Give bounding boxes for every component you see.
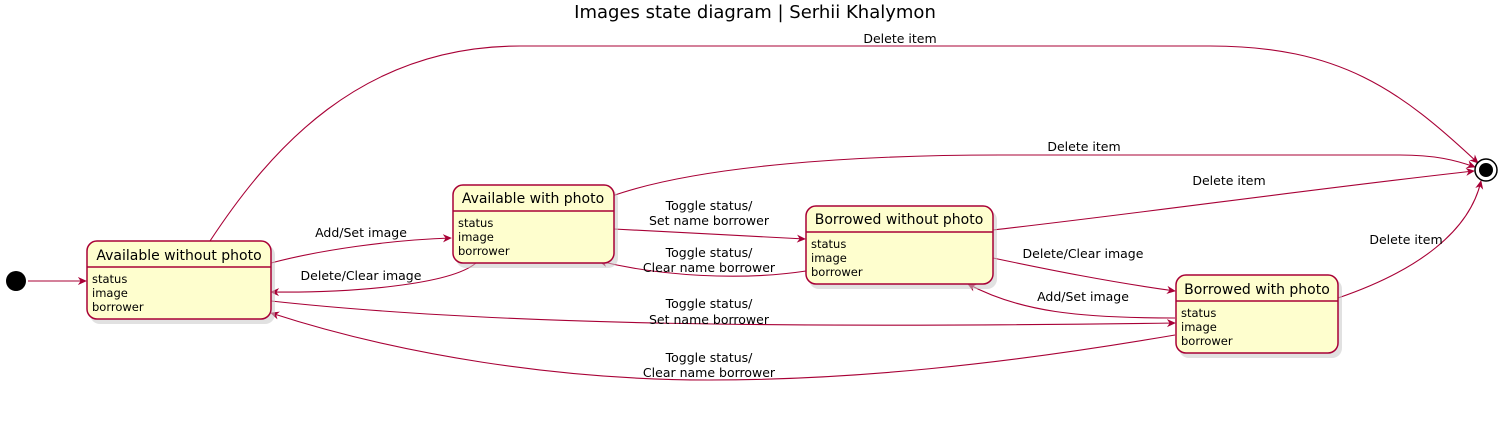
state-field-borrower: borrower <box>1181 334 1233 348</box>
edge-label-bw-to-awp-2: Clear name borrower <box>643 365 776 380</box>
edge-label-bw-to-awp-1: Toggle status/ <box>665 350 754 365</box>
edge-label-bw-to-bwp: Add/Set image <box>1037 289 1129 304</box>
edge-label-aw-to-bwp-1: Toggle status/ <box>665 198 754 213</box>
edge-label-awp-to-bw-2: Set name borrower <box>649 312 770 327</box>
state-field-status: status <box>811 237 846 251</box>
state-field-borrower: borrower <box>92 300 144 314</box>
edge-bwp-to-bw <box>992 257 1176 294</box>
state-available-with-photo: Available with photo status image borrow… <box>452 184 618 268</box>
state-name: Available with photo <box>462 191 604 207</box>
edge-awp-to-aw <box>270 234 452 264</box>
edge-awp-to-end <box>209 45 1479 242</box>
state-field-borrower: borrower <box>811 265 863 279</box>
initial-state-node <box>6 271 26 291</box>
state-name: Borrowed with photo <box>1184 282 1330 298</box>
state-name: Borrowed without photo <box>815 212 984 228</box>
state-field-image: image <box>458 230 494 244</box>
edge-label-bwp-to-aw-1: Toggle status/ <box>665 245 754 260</box>
edge-bwp-to-aw <box>598 258 807 277</box>
edge-label-awp-to-end: Delete item <box>863 31 936 46</box>
state-field-image: image <box>1181 320 1217 334</box>
state-field-status: status <box>458 216 493 230</box>
edge-label-bw-to-end: Delete item <box>1369 232 1442 247</box>
edge-label-awp-to-aw: Add/Set image <box>315 225 407 240</box>
edge-awp-to-bw <box>270 300 1176 328</box>
edge-label-aw-to-bwp-2: Set name borrower <box>649 213 770 228</box>
final-state-node <box>1474 158 1498 182</box>
edge-label-bwp-to-aw-2: Clear name borrower <box>643 260 776 275</box>
edge-label-bwp-to-end: Delete item <box>1192 173 1265 188</box>
edge-bw-to-end <box>1337 180 1484 299</box>
edge-bw-to-awp <box>270 311 1176 381</box>
state-available-without-photo: Available without photo status image bor… <box>86 240 275 324</box>
transitions: Delete item Delete item Delete item Dele… <box>28 31 1484 381</box>
diagram-title: Images state diagram | Serhii Khalymon <box>574 2 936 23</box>
edge-bwp-to-end <box>992 167 1475 231</box>
state-name: Available without photo <box>96 248 261 264</box>
edge-label-awp-to-bw-1: Toggle status/ <box>665 296 754 311</box>
state-field-status: status <box>1181 306 1216 320</box>
edge-label-aw-to-end: Delete item <box>1047 139 1120 154</box>
edge-aw-to-end <box>611 154 1476 197</box>
state-field-status: status <box>92 272 127 286</box>
state-field-image: image <box>811 251 847 265</box>
edge-aw-to-awp <box>270 262 477 297</box>
edge-bw-to-bwp <box>967 283 1176 319</box>
edge-aw-to-bwp <box>613 228 806 243</box>
edge-label-aw-to-awp: Delete/Clear image <box>301 268 422 283</box>
edge-label-bwp-to-bw: Delete/Clear image <box>1023 246 1144 261</box>
state-field-borrower: borrower <box>458 244 510 258</box>
state-borrowed-with-photo: Borrowed with photo status image borrowe… <box>1175 274 1342 358</box>
state-field-image: image <box>92 286 128 300</box>
state-borrowed-without-photo: Borrowed without photo status image borr… <box>805 205 997 289</box>
